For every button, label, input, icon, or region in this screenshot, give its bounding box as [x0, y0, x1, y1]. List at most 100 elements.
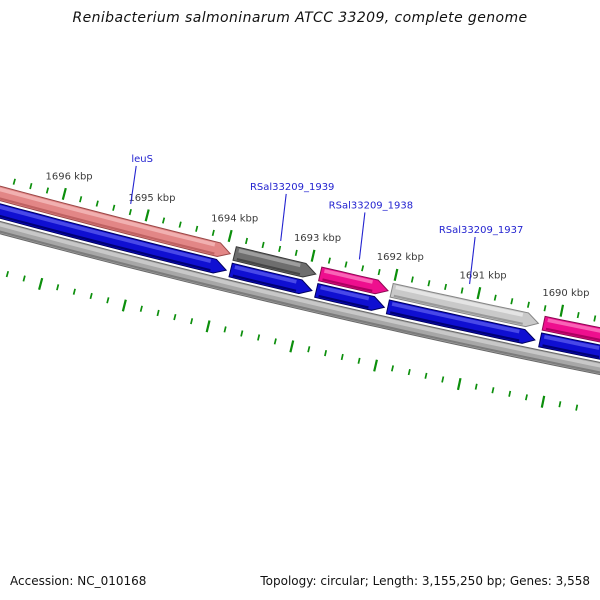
minor-tick: [543, 305, 547, 312]
minor-tick: [12, 178, 16, 185]
minor-tick: [112, 204, 116, 211]
minor-tick: [278, 245, 282, 252]
gene-label[interactable]: RSal33209_1939: [250, 182, 334, 193]
minor-tick: [327, 257, 331, 264]
major-tick: [393, 268, 399, 281]
gene-label[interactable]: leuS: [131, 154, 153, 165]
cds-track: [0, 198, 600, 360]
gene-RSal33209_1939-arrow[interactable]: [232, 246, 317, 278]
gene-label-leader: [469, 236, 476, 285]
minor-tick: [493, 294, 497, 301]
outer-ruler-ticks: [12, 178, 597, 322]
minor-tick: [139, 305, 143, 312]
gene-label[interactable]: RSal33209_1938: [329, 200, 413, 211]
cds-arrow-1[interactable]: [228, 262, 313, 295]
major-tick: [373, 359, 378, 372]
major-tick: [38, 277, 44, 290]
minor-tick: [161, 217, 166, 224]
minor-tick: [273, 338, 277, 345]
minor-tick: [510, 298, 514, 305]
minor-tick: [324, 350, 328, 357]
minor-tick: [5, 270, 10, 278]
cds-arrow-3[interactable]: [385, 299, 536, 344]
minor-tick: [261, 241, 265, 249]
minor-tick: [244, 237, 249, 245]
minor-tick: [257, 334, 261, 341]
gene-label-leader: [358, 212, 366, 260]
minor-tick: [29, 182, 33, 190]
gene-leuS-arrow[interactable]: [0, 182, 232, 258]
footer-accession: Accession: NC_010168: [10, 574, 146, 588]
gene-RSal33209_1937-arrow[interactable]: [389, 282, 540, 328]
ruler-label: 1694 kbp: [211, 213, 258, 224]
minor-tick: [357, 357, 361, 364]
minor-tick: [340, 353, 344, 361]
ruler-label: 1692 kbp: [377, 252, 424, 263]
minor-tick: [526, 301, 530, 308]
minor-tick: [178, 221, 182, 228]
minor-tick: [377, 269, 381, 276]
ruler-label: 1693 kbp: [294, 233, 341, 244]
minor-tick: [190, 318, 194, 325]
cds-arrow-0[interactable]: [0, 198, 228, 274]
gene-unlabeled-arrow[interactable]: [541, 315, 600, 343]
minor-tick: [474, 383, 478, 390]
minor-tick: [407, 369, 411, 376]
minor-tick: [106, 297, 110, 304]
gene-labels: leuS RSal33209_1939 RSal33209_1938 RSal3320…: [130, 154, 523, 285]
major-tick: [205, 320, 211, 333]
major-tick: [456, 377, 462, 391]
minor-tick: [575, 404, 579, 411]
ruler-label: 1691 kbp: [460, 271, 507, 282]
minor-tick: [460, 287, 464, 294]
minor-tick: [307, 346, 311, 353]
ruler-label: 1695 kbp: [128, 193, 175, 204]
footer-stats: Topology: circular; Length: 3,155,250 bp…: [259, 574, 590, 588]
minor-tick: [424, 372, 428, 379]
major-tick: [121, 299, 127, 312]
minor-tick: [79, 196, 83, 203]
major-tick: [227, 229, 233, 243]
cds-arrow-4[interactable]: [538, 332, 600, 360]
major-tick: [476, 287, 482, 300]
minor-tick: [524, 394, 528, 401]
page-title: Renibacterium salmoninarum ATCC 33209, c…: [72, 10, 527, 26]
minor-tick: [361, 265, 365, 272]
minor-tick: [211, 229, 215, 236]
major-tick: [144, 209, 150, 222]
minor-tick: [195, 225, 199, 232]
cds-arrow-2[interactable]: [314, 282, 386, 311]
minor-tick: [593, 315, 597, 322]
minor-tick: [56, 284, 60, 291]
gene-label[interactable]: RSal33209_1937: [439, 225, 523, 236]
minor-tick: [410, 276, 414, 283]
minor-tick: [441, 376, 445, 383]
major-tick: [559, 304, 565, 317]
minor-tick: [294, 249, 298, 256]
gene-label-leader: [280, 193, 287, 241]
major-tick: [289, 340, 295, 353]
minor-tick: [156, 309, 160, 317]
minor-tick: [173, 313, 177, 321]
minor-tick: [390, 365, 395, 372]
arc-tracks: 1696 kbp 1695 kbp 1694 kbp 1693 kbp 1692 kbp…: [0, 154, 600, 411]
minor-tick: [240, 330, 244, 337]
minor-tick: [491, 387, 495, 394]
minor-tick: [72, 288, 76, 295]
inner-ruler-ticks: [5, 270, 579, 411]
minor-tick: [45, 187, 50, 194]
major-tick: [61, 187, 67, 200]
minor-tick: [223, 326, 227, 333]
minor-tick: [344, 261, 348, 268]
major-tick: [540, 395, 546, 408]
minor-tick: [508, 390, 512, 397]
minor-tick: [95, 200, 99, 207]
ruler-labels: 1696 kbp 1695 kbp 1694 kbp 1693 kbp 1692 kbp…: [46, 171, 590, 299]
major-tick: [310, 249, 316, 262]
gene-label-leader: [130, 165, 137, 204]
minor-tick: [558, 401, 562, 408]
gene-track: [0, 182, 600, 343]
gene-RSal33209_1938-arrow[interactable]: [317, 266, 389, 295]
minor-tick: [128, 208, 132, 216]
